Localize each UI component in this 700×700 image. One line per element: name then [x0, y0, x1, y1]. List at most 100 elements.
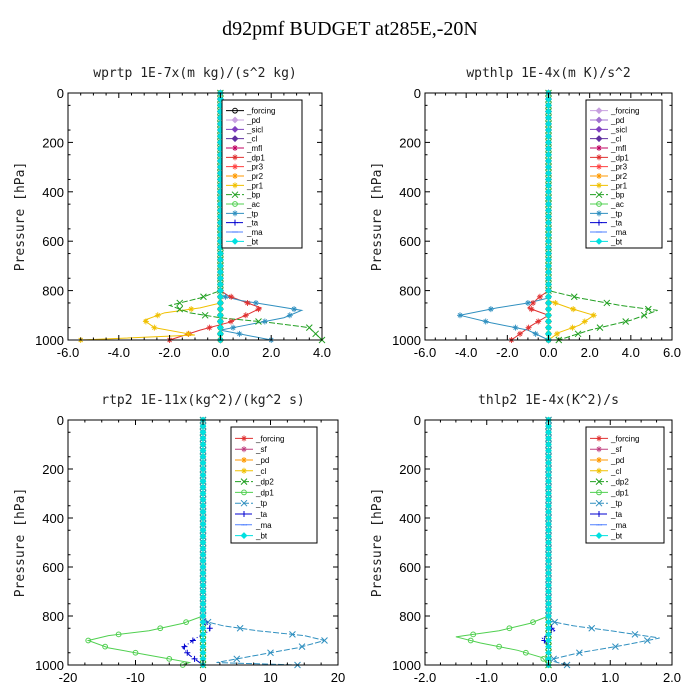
x-tick-label: -2.0 [158, 345, 180, 360]
legend-label: _ta [610, 219, 623, 228]
legend-label: _pr3 [246, 163, 264, 172]
x-tick-label: -4.0 [108, 345, 130, 360]
legend-label: _bp [246, 191, 261, 200]
data-point [204, 618, 212, 626]
legend-label: _sicl [246, 125, 263, 134]
y-tick-label: 400 [42, 511, 64, 526]
data-point [305, 324, 313, 332]
data-point [241, 435, 247, 442]
data-point [596, 489, 602, 496]
data-point [512, 324, 519, 331]
y-tick-label: 400 [399, 185, 421, 200]
data-point [216, 305, 224, 313]
data-point [232, 107, 238, 114]
data-point [595, 478, 603, 485]
data-point [291, 306, 298, 313]
data-point [200, 293, 207, 301]
data-point [596, 435, 602, 442]
data-point [596, 457, 602, 463]
data-point [596, 511, 602, 517]
panel-title: rtp2 1E-11x(kg^2)/(kg^2 s) [101, 393, 305, 408]
y-tick-label: 800 [399, 609, 421, 624]
x-tick-label: 10 [263, 670, 277, 685]
legend: _forcing _sf _pd _cl _dp2_dp1 _tp _ta _ma _bt [230, 426, 318, 544]
legend-label: _ta [246, 219, 259, 228]
legend-label: _sf [255, 445, 267, 454]
data-point [554, 330, 561, 337]
data-point [631, 631, 639, 638]
data-point [596, 201, 602, 207]
y-tick-label: 200 [42, 462, 64, 477]
panel-title: wprtp 1E-7x(m kg)/(s^2 kg) [93, 66, 297, 81]
x-tick-label: -2.0 [496, 345, 518, 360]
data-point [321, 637, 328, 644]
data-point [596, 446, 602, 453]
data-point [530, 299, 537, 306]
legend-label: _ac [610, 200, 624, 209]
data-point [312, 330, 320, 338]
chart-panel-4: thlp2 1E-4x(K^2)/s Pressure [hPa] -2.0 -1.0… [370, 393, 681, 685]
data-point [595, 125, 603, 133]
legend-label: _tp [610, 209, 623, 218]
legend: _forcing_pd_sicl_cl_mfl_dp1_pr3_pr2_pr1_… [585, 99, 663, 249]
series-line-bp [548, 93, 658, 341]
legend-label: _forcing [255, 434, 284, 443]
figure-title: d92pmf BUDGET at285E,-20N [222, 18, 478, 40]
y-tick-label: 0 [414, 413, 421, 428]
data-point [231, 116, 239, 124]
data-point [530, 619, 536, 626]
x-tick-label: 0 [199, 670, 206, 685]
y-tick-label: 800 [399, 284, 421, 299]
data-point [241, 489, 247, 496]
legend-label: _cl [610, 135, 621, 144]
legend-label: _pr1 [610, 181, 628, 190]
legend-label: _tp [246, 209, 259, 218]
series-group [456, 89, 658, 344]
legend-label: _pr1 [246, 181, 264, 190]
y-tick-label: 400 [42, 185, 64, 200]
data-point [525, 324, 532, 331]
legend: _forcing_pd_sicl_cl_mfl_dp1_pr3_pr2_pr1_… [221, 99, 303, 249]
data-point [456, 312, 463, 319]
data-point [230, 324, 237, 331]
legend-label: _pr2 [610, 172, 628, 181]
data-point [244, 299, 251, 306]
y-tick-label: 800 [42, 609, 64, 624]
data-point [240, 478, 248, 485]
series-line-bp [167, 93, 323, 341]
legend-label: _forcing [246, 107, 275, 116]
x-tick-label: -1.0 [476, 670, 498, 685]
data-point [183, 619, 190, 626]
data-point [535, 318, 542, 325]
legend-label: _pr3 [610, 163, 628, 172]
y-axis-label: Pressure [hPa] [13, 162, 28, 272]
chart-panel-2: wpthlp 1E-4x(m K)/s^2 Pressure [hPa] -6.0 -… [370, 66, 681, 360]
data-point [191, 655, 198, 662]
y-tick-label: 200 [399, 135, 421, 150]
data-point [231, 237, 239, 245]
data-point [596, 173, 602, 179]
data-point [596, 210, 602, 217]
data-point [151, 324, 158, 331]
legend-label: _sf [610, 445, 622, 454]
data-point [596, 163, 602, 170]
data-point [517, 330, 524, 337]
y-tick-label: 400 [399, 511, 421, 526]
data-point [574, 330, 582, 338]
data-point [545, 318, 552, 325]
data-point [201, 311, 209, 319]
data-point [550, 655, 557, 663]
data-point [231, 125, 239, 133]
data-point [216, 299, 224, 307]
data-point [115, 631, 122, 638]
legend-label: _dp1 [246, 153, 265, 162]
series-line-pr1 [80, 93, 221, 341]
data-point [643, 637, 651, 644]
series-markers-dp1 [85, 417, 206, 668]
legend-label: _pr2 [246, 172, 264, 181]
data-point [206, 625, 213, 632]
data-point [232, 182, 238, 189]
y-axis-label: Pressure [hPa] [370, 162, 385, 272]
data-point [545, 311, 552, 319]
x-tick-label: 6.0 [663, 345, 681, 360]
